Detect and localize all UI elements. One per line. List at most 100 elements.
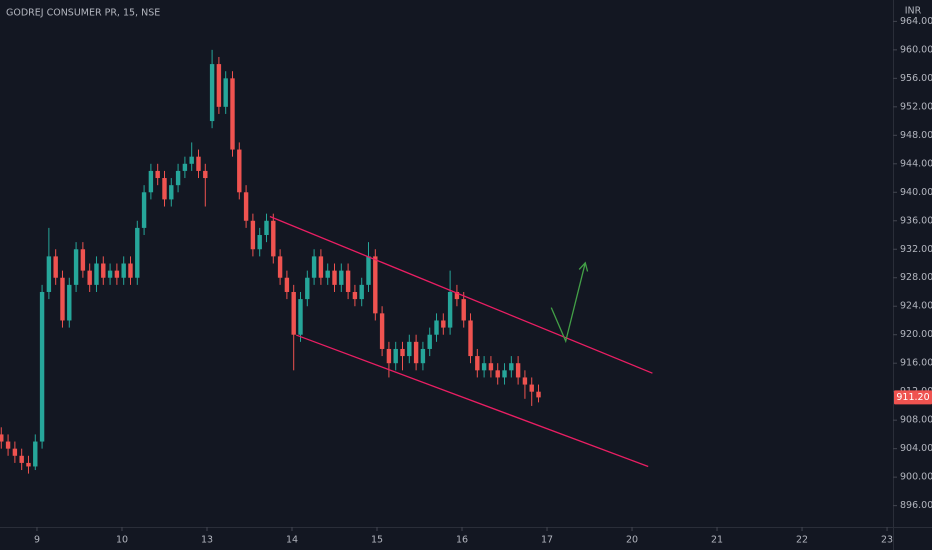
candle-body xyxy=(67,284,72,321)
last-price-box xyxy=(894,390,932,405)
candle-body xyxy=(332,270,337,285)
x-tick-label: 9 xyxy=(34,535,40,546)
candle-body xyxy=(169,185,174,200)
x-tick-label: 15 xyxy=(371,535,383,546)
candle-body xyxy=(26,462,31,467)
y-tick-label: 904.00 xyxy=(900,443,932,454)
candle-body xyxy=(80,249,86,271)
candle-body xyxy=(291,291,296,335)
candle-body xyxy=(413,341,419,364)
candle-body xyxy=(393,348,398,364)
y-tick-label: 900.00 xyxy=(900,472,932,483)
candle-body xyxy=(243,192,249,221)
chart-title: GODREJ CONSUMER PR, 15, NSE xyxy=(6,8,160,19)
candle-body xyxy=(155,170,160,179)
x-tick-label: 23 xyxy=(881,535,893,546)
candle-body xyxy=(73,249,79,285)
x-tick-label: 17 xyxy=(541,535,553,546)
candle-body xyxy=(461,299,466,321)
candle-body xyxy=(264,220,269,236)
candle-body xyxy=(325,270,330,278)
candle-body xyxy=(373,256,378,314)
candle-body xyxy=(223,78,228,107)
candle-body xyxy=(488,363,494,371)
y-tick-label: 940.00 xyxy=(900,187,932,198)
y-tick-label: 948.00 xyxy=(900,130,932,141)
candle-body xyxy=(515,363,521,378)
arrow-head xyxy=(578,261,589,272)
candle-body xyxy=(345,270,351,292)
y-tick-label: 932.00 xyxy=(900,244,932,255)
candle-body xyxy=(250,220,256,250)
y-tick-label: 964.00 xyxy=(900,16,932,27)
candle-body xyxy=(107,270,113,278)
candle-body xyxy=(87,270,92,285)
trend-drawing xyxy=(550,262,586,344)
candle-body xyxy=(216,64,222,107)
y-tick-label: 908.00 xyxy=(900,415,932,426)
candle-body xyxy=(379,313,385,349)
currency-label: INR xyxy=(905,6,922,17)
candle-body xyxy=(434,320,439,335)
last-price-label: 911.20 xyxy=(896,392,929,403)
candle-body xyxy=(359,284,364,300)
x-tick-label: 16 xyxy=(456,535,468,546)
candle-body xyxy=(352,291,358,300)
candle-body xyxy=(60,277,65,321)
y-tick-label: 936.00 xyxy=(900,215,932,226)
candle-body xyxy=(175,170,181,186)
candle-body xyxy=(33,441,38,467)
x-tick-label: 13 xyxy=(201,535,213,546)
candle-body xyxy=(277,256,283,278)
candle-body xyxy=(101,263,106,278)
candle-body xyxy=(536,391,541,398)
trend-drawing xyxy=(296,334,649,468)
candle-body xyxy=(12,448,18,456)
candle-body xyxy=(305,277,310,300)
candle-body xyxy=(468,320,473,357)
candle-body xyxy=(53,256,58,278)
candle-body xyxy=(495,370,500,378)
x-tick-label: 21 xyxy=(711,535,723,546)
candle-body xyxy=(257,235,262,250)
candle-body xyxy=(427,334,432,349)
candle-body xyxy=(0,434,4,442)
candle-body xyxy=(339,270,344,285)
candle-body xyxy=(128,263,133,278)
candle-body xyxy=(284,277,290,292)
y-tick-label: 920.00 xyxy=(900,329,932,340)
x-tick-label: 14 xyxy=(286,535,298,546)
y-tick-label: 916.00 xyxy=(900,358,932,369)
candle-body xyxy=(420,348,426,364)
candle-body xyxy=(475,356,480,371)
y-tick-label: 944.00 xyxy=(900,158,932,169)
candle-body xyxy=(509,363,514,371)
y-tick-label: 928.00 xyxy=(900,272,932,283)
y-tick-label: 896.00 xyxy=(900,500,932,511)
candle-body xyxy=(237,149,242,193)
candle-body xyxy=(271,220,276,257)
y-tick-label: 952.00 xyxy=(900,101,932,112)
candle-body xyxy=(318,256,324,278)
candle-body xyxy=(447,291,453,328)
candle-body xyxy=(298,299,303,335)
candle-body xyxy=(162,178,167,200)
candle-body xyxy=(400,348,405,357)
candle-body xyxy=(196,156,201,171)
y-tick-label: 960.00 xyxy=(900,44,932,55)
x-tick-label: 20 xyxy=(626,535,638,546)
candle-body xyxy=(209,64,215,122)
candle-body xyxy=(230,78,235,150)
candle-body xyxy=(386,348,392,364)
candle-body xyxy=(148,170,154,193)
candle-body xyxy=(311,256,317,278)
candle-body xyxy=(135,227,140,278)
candle-body xyxy=(366,256,371,285)
trend-drawing xyxy=(269,215,653,374)
candle-body xyxy=(46,256,52,292)
x-tick-label: 10 xyxy=(116,535,128,546)
candle-body xyxy=(5,441,11,449)
